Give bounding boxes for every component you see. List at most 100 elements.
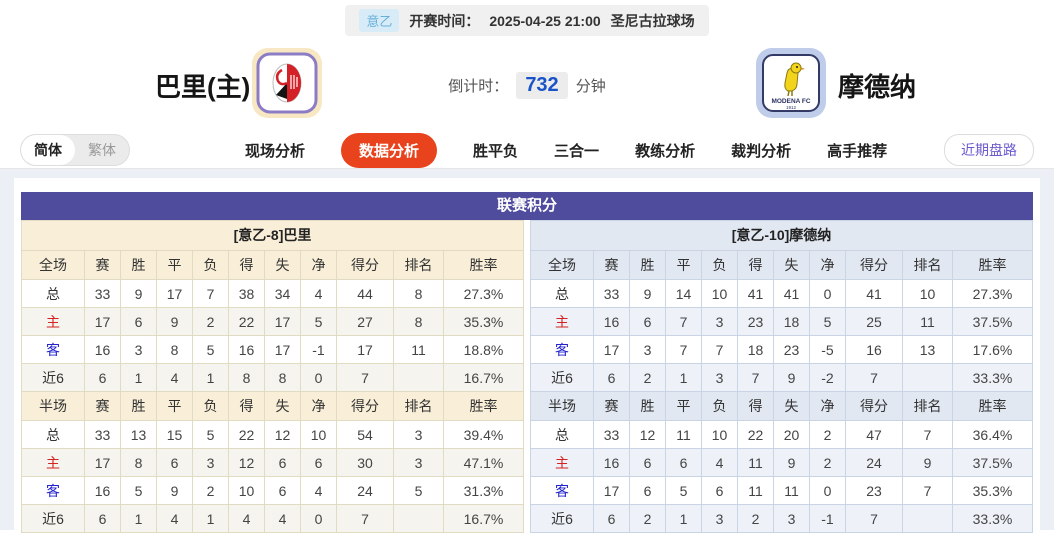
tab-live-analysis[interactable]: 现场分析: [245, 142, 306, 160]
stat-cell: 3: [393, 420, 444, 449]
column-header: 得分: [336, 250, 394, 280]
stat-cell: 17: [336, 335, 394, 364]
column-header: 负: [192, 391, 229, 421]
stats-row: 客 16 5 9 2 10 6 4 24 5 31.3%: [21, 476, 524, 505]
stats-row: 总 33 13 15 5 22 12 10 54 3 39.4%: [21, 420, 524, 449]
away-standings-subtitle: [意乙-10]摩德纳: [530, 220, 1033, 250]
match-header: 巴里(主) 倒计时： 732 分钟 MODENA FC 1912 摩: [0, 36, 1054, 132]
column-header: 赛: [84, 250, 121, 280]
kickoff-label: 开赛时间：: [409, 12, 480, 29]
stats-row: 总 33 12 11 10 22 20 2 47 7 36.4%: [530, 420, 1033, 449]
tab-data-analysis[interactable]: 数据分析: [341, 132, 438, 168]
row-label: 主: [530, 448, 594, 477]
stat-cell: 9: [773, 448, 810, 477]
home-team-crest-icon[interactable]: [251, 47, 323, 119]
row-label: 近6: [530, 504, 594, 533]
stat-cell: [393, 504, 444, 533]
stat-cell: 5: [809, 307, 846, 336]
stat-cell: 17: [593, 335, 630, 364]
stat-cell: 8: [156, 335, 193, 364]
stat-cell: 4: [156, 363, 193, 392]
stat-cell: 44: [336, 279, 394, 308]
column-header: 净: [300, 391, 337, 421]
stats-row: 主 16 6 7 3 23 18 5 25 11 37.5%: [530, 307, 1033, 336]
stat-cell: 16: [228, 335, 265, 364]
column-header: 胜率: [952, 250, 1033, 280]
home-half-time-table: 半场赛胜平负得失净得分 排名 胜率总 33 13 15 5 22 12 10 54 3 39.4% 主 17…: [21, 391, 524, 533]
stat-cell: 0: [300, 363, 337, 392]
row-label: 客: [21, 335, 85, 364]
stats-row: 主 16 6 6 4 11 9 2 24 9 37.5%: [530, 448, 1033, 477]
league-badge[interactable]: 意乙: [359, 9, 400, 32]
stats-row: 主 17 8 6 3 12 6 6 30 3 47.1%: [21, 448, 524, 477]
home-standings-subtitle: [意乙-8]巴里: [21, 220, 524, 250]
stat-cell: 33.3%: [952, 504, 1033, 533]
match-info-bar-wrap: 意乙 开赛时间： 2025-04-25 21:00 圣尼古拉球场: [0, 0, 1054, 36]
stat-cell: -1: [809, 504, 846, 533]
column-header: 失: [773, 250, 810, 280]
column-header: 赛: [593, 391, 630, 421]
stat-cell: 11: [393, 335, 444, 364]
row-label: 客: [530, 335, 594, 364]
stat-cell: 9: [156, 307, 193, 336]
tab-referee-analysis[interactable]: 裁判分析: [731, 142, 792, 160]
stat-cell: 4: [300, 279, 337, 308]
row-label: 总: [530, 420, 594, 449]
column-header: 赛: [84, 391, 121, 421]
stat-cell: 9: [902, 448, 953, 477]
stat-cell: 16: [845, 335, 903, 364]
stat-cell: 37.5%: [952, 307, 1033, 336]
standings-title: 联赛积分: [21, 192, 1033, 220]
stat-cell: 2: [192, 307, 229, 336]
tab-coach-analysis[interactable]: 教练分析: [635, 142, 696, 160]
stat-cell: 2: [629, 363, 666, 392]
stat-cell: 16: [84, 476, 121, 505]
stat-cell: 7: [192, 279, 229, 308]
stat-cell: 3: [773, 504, 810, 533]
stat-cell: 0: [300, 504, 337, 533]
column-header: 胜率: [443, 250, 524, 280]
column-header: 半场: [530, 391, 594, 421]
stat-cell: 33: [84, 420, 121, 449]
column-header: 失: [264, 391, 301, 421]
stat-cell: 18.8%: [443, 335, 524, 364]
recent-odds-button[interactable]: 近期盘路: [944, 134, 1034, 166]
lang-traditional-button[interactable]: 繁体: [88, 142, 116, 158]
stat-cell: [902, 504, 953, 533]
stat-cell: 4: [156, 504, 193, 533]
stat-cell: 6: [701, 476, 738, 505]
content-area: 联赛积分 [意乙-8]巴里 全场赛胜平负得失净得分 排名 胜率总 33 9 17 7 38 34…: [0, 169, 1054, 533]
stat-cell: 22: [737, 420, 774, 449]
column-header: 得: [228, 250, 265, 280]
stat-cell: 20: [773, 420, 810, 449]
column-header: 得分: [845, 250, 903, 280]
stat-cell: 6: [629, 307, 666, 336]
stat-cell: 3: [629, 335, 666, 364]
column-header: 胜: [629, 391, 666, 421]
stat-cell: 25: [845, 307, 903, 336]
stat-cell: 34: [264, 279, 301, 308]
stat-cell: 36.4%: [952, 420, 1033, 449]
tab-win-draw-lose[interactable]: 胜平负: [473, 142, 519, 160]
stat-cell: 6: [264, 448, 301, 477]
stat-cell: 35.3%: [443, 307, 524, 336]
stats-row: 总 33 9 17 7 38 34 4 44 8 27.3%: [21, 279, 524, 308]
lang-simplified-button[interactable]: 简体: [21, 135, 75, 165]
away-team-crest-icon[interactable]: MODENA FC 1912: [755, 47, 827, 119]
stat-cell: 6: [264, 476, 301, 505]
row-label: 客: [21, 476, 85, 505]
stat-cell: 0: [809, 279, 846, 308]
tab-three-in-one[interactable]: 三合一: [554, 142, 600, 160]
stat-cell: 7: [665, 335, 702, 364]
stat-cell: 1: [665, 504, 702, 533]
stat-cell: 2: [737, 504, 774, 533]
stat-cell: 5: [393, 476, 444, 505]
stat-cell: 24: [845, 448, 903, 477]
home-team-name[interactable]: 巴里(主): [155, 72, 251, 102]
row-label: 客: [530, 476, 594, 505]
stat-cell: 15: [156, 420, 193, 449]
stat-cell: 17: [84, 307, 121, 336]
tab-expert-picks[interactable]: 高手推荐: [827, 142, 888, 160]
away-team-name[interactable]: 摩德纳: [838, 72, 917, 102]
stat-cell: 7: [336, 504, 394, 533]
